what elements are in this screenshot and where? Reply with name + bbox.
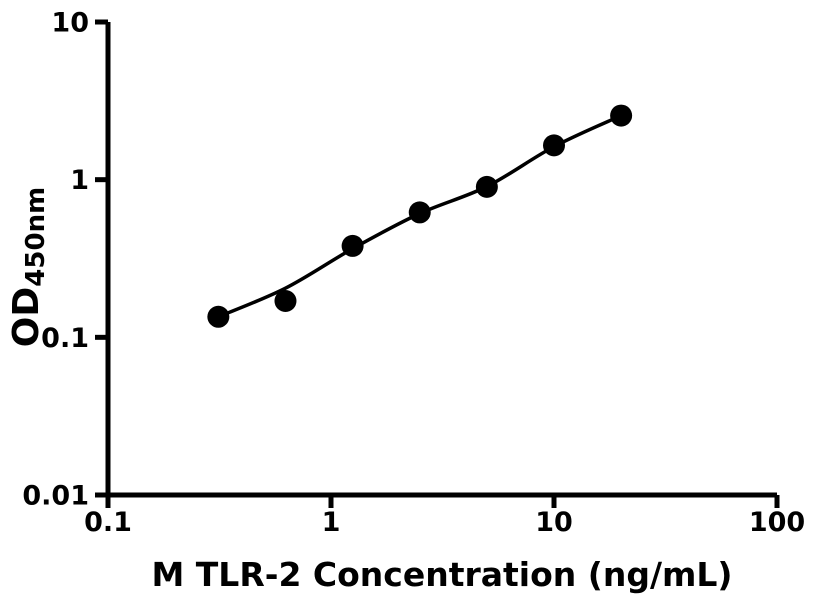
y-tick-label: 0.01 bbox=[22, 481, 89, 512]
y-axis-title-sub: 450nm bbox=[21, 187, 51, 287]
x-tick-label: 100 bbox=[749, 507, 805, 538]
y-tick-label: 10 bbox=[51, 8, 89, 39]
y-tick-label: 1 bbox=[70, 165, 89, 196]
y-tick-label: 0.1 bbox=[41, 323, 89, 354]
x-tick-label: 10 bbox=[535, 507, 573, 538]
data-point bbox=[610, 104, 633, 127]
data-point bbox=[207, 305, 230, 328]
x-tick-label: 1 bbox=[322, 507, 341, 538]
data-point bbox=[341, 234, 364, 257]
x-axis-title: M TLR-2 Concentration (ng/mL) bbox=[151, 555, 732, 594]
data-point bbox=[408, 201, 431, 224]
x-tick-label: 0.1 bbox=[84, 507, 132, 538]
y-axis-title-main: OD bbox=[6, 287, 47, 348]
data-point bbox=[274, 290, 297, 312]
data-point bbox=[543, 134, 565, 157]
data-point bbox=[475, 175, 498, 198]
y-axis-title: OD450nm bbox=[6, 187, 51, 347]
